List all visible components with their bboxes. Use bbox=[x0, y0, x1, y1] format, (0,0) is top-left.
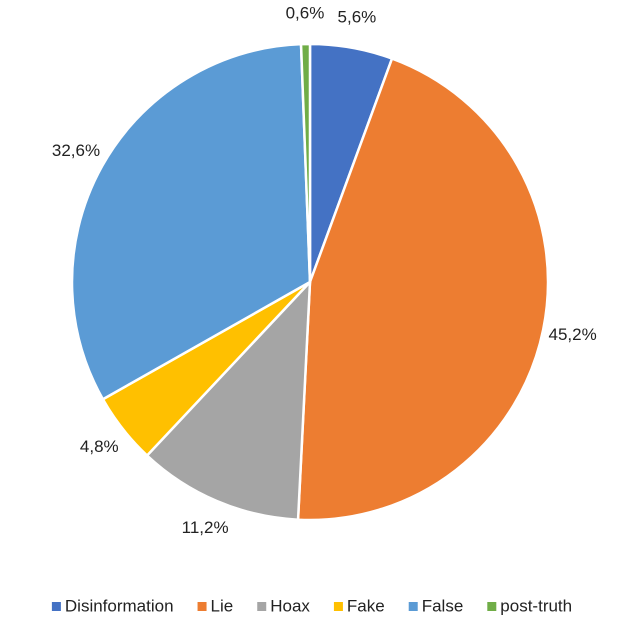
legend-swatch bbox=[51, 602, 61, 611]
data-label: 4,8% bbox=[80, 437, 119, 456]
legend-label: Lie bbox=[211, 596, 234, 615]
legend-swatch bbox=[408, 602, 418, 611]
pie-slice bbox=[145, 278, 312, 522]
data-label: 11,2% bbox=[182, 518, 229, 537]
data-label: 45,2% bbox=[548, 325, 596, 344]
legend-label: Disinformation bbox=[65, 596, 174, 615]
data-label: 5,6% bbox=[338, 8, 377, 27]
pie-slice bbox=[299, 42, 312, 283]
legend-swatch bbox=[197, 602, 207, 611]
legend-swatch bbox=[333, 602, 343, 611]
legend-label: Hoax bbox=[270, 596, 310, 615]
legend-label: post-truth bbox=[500, 596, 572, 615]
legend-swatch bbox=[257, 602, 267, 611]
legend-label: False bbox=[422, 596, 464, 615]
data-label: 0,6% bbox=[286, 4, 325, 23]
pie-slice bbox=[296, 56, 550, 522]
data-label: 32,6% bbox=[52, 141, 100, 160]
legend-label: Fake bbox=[347, 596, 385, 615]
legend-swatch bbox=[487, 602, 497, 611]
pie-slice bbox=[70, 42, 312, 401]
